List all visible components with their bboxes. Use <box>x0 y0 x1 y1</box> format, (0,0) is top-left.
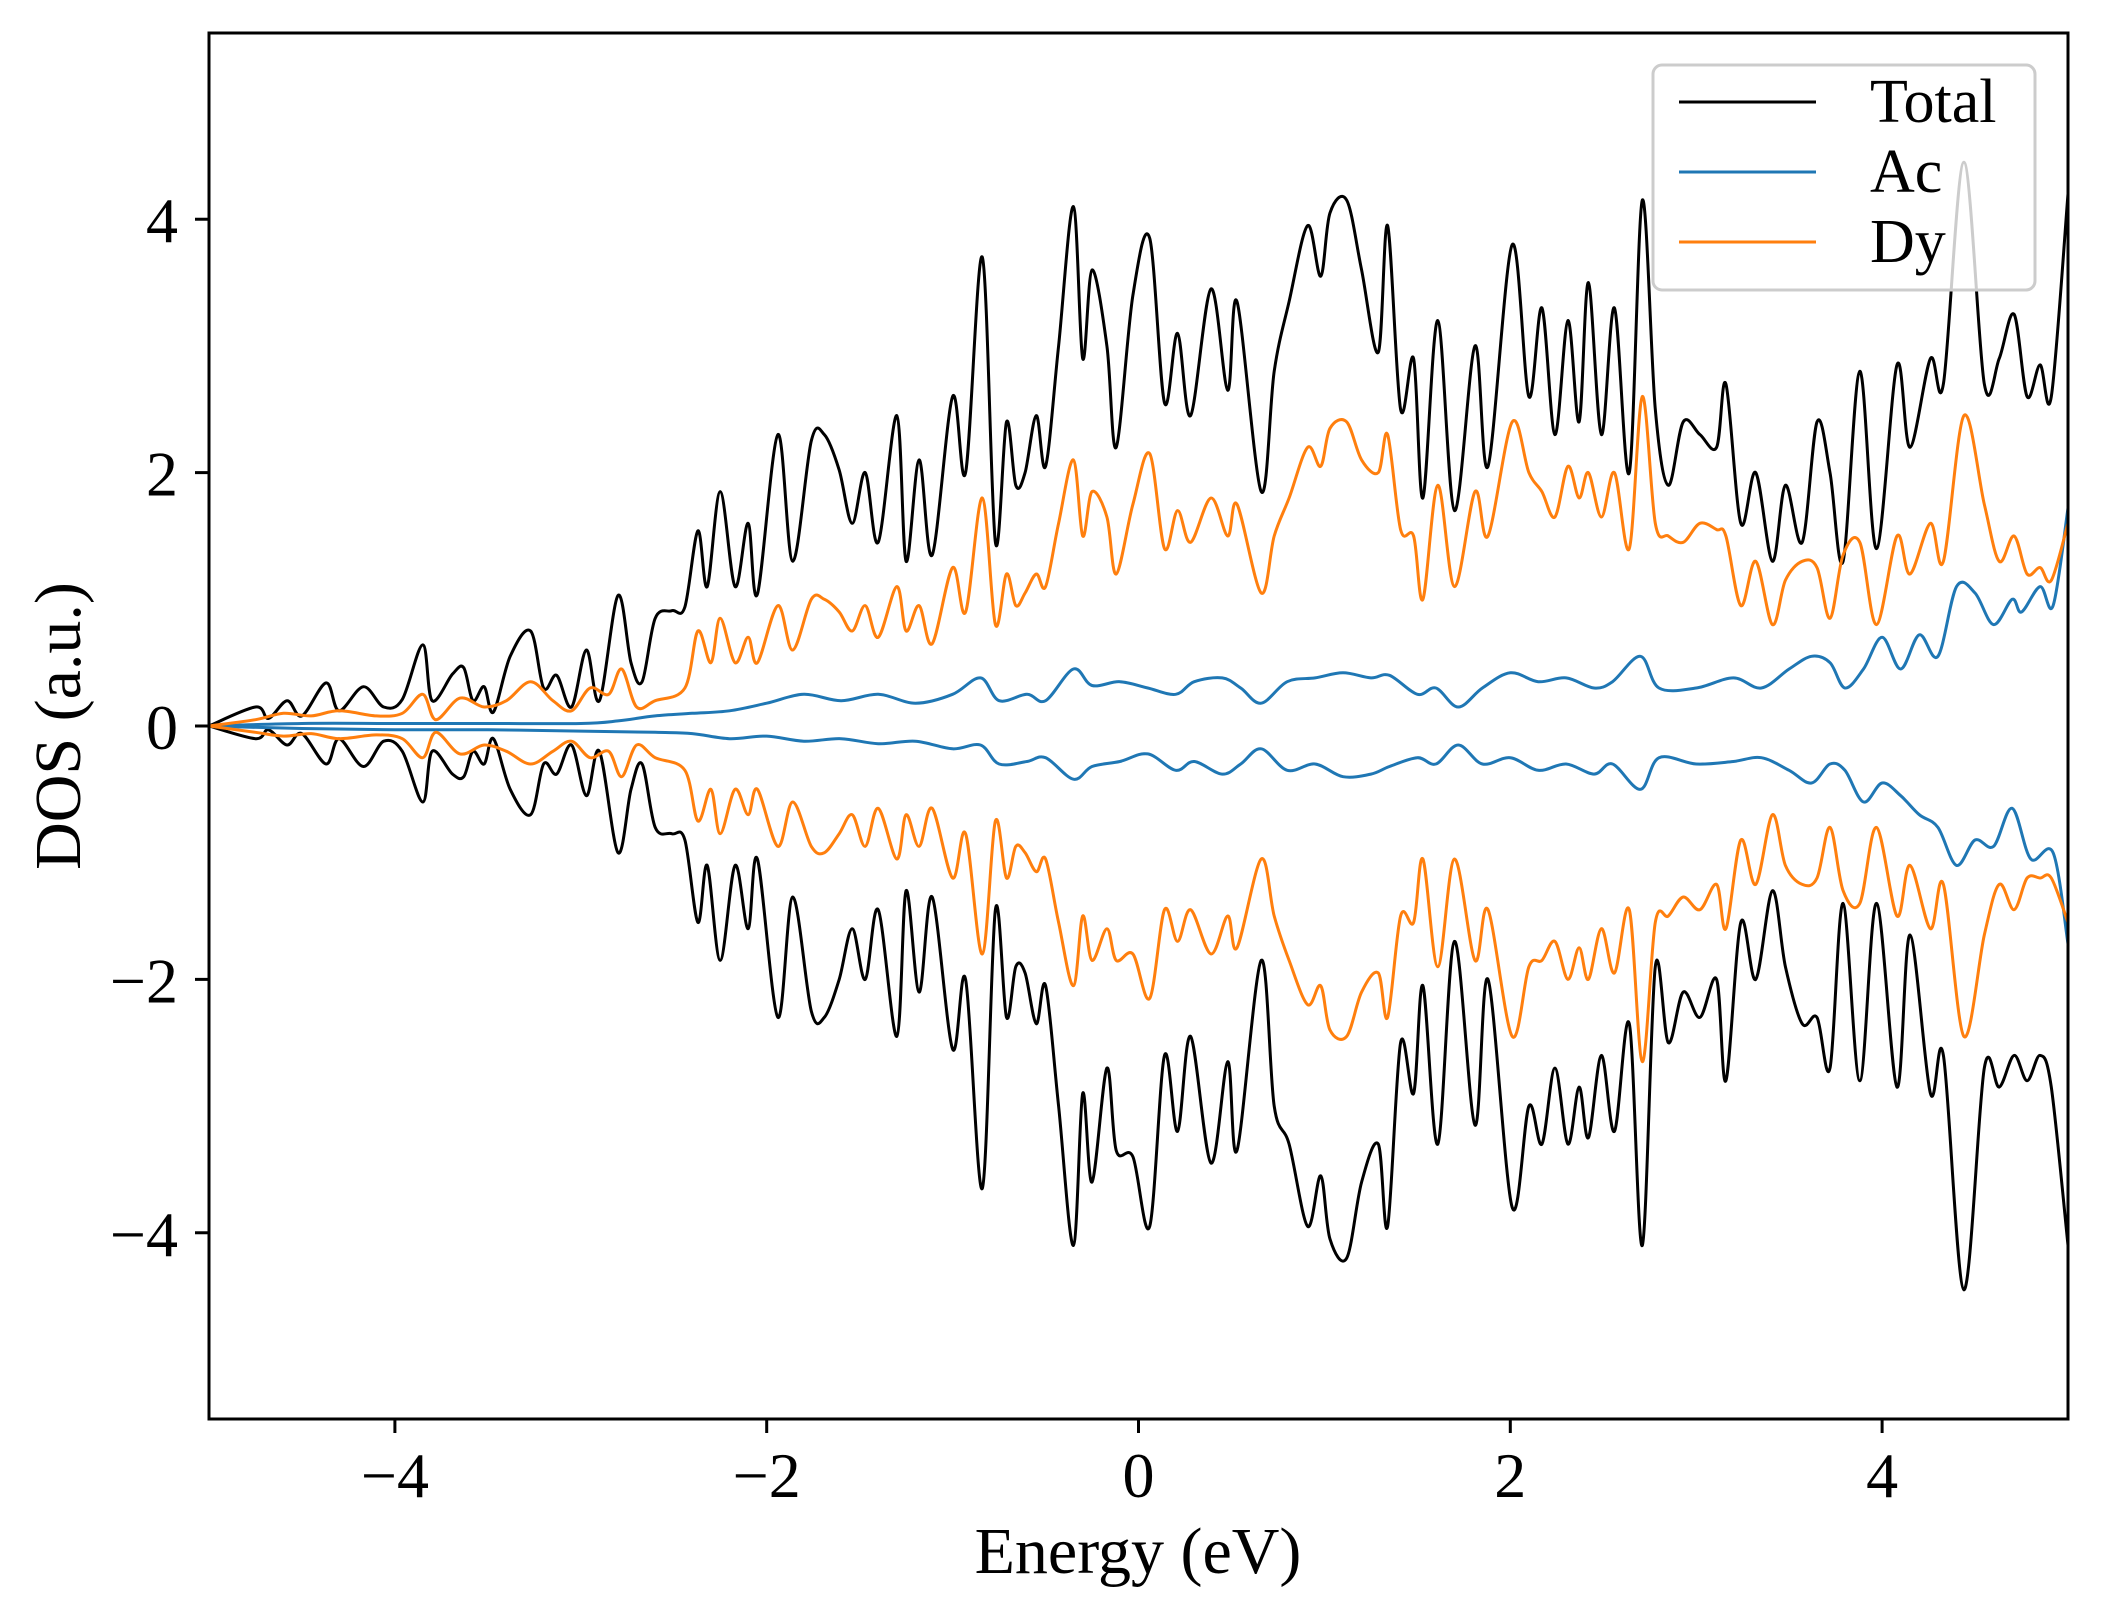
y-tick-label: −4 <box>110 1199 178 1270</box>
legend-label-ac: Ac <box>1870 138 1942 206</box>
series-line-dy-down <box>209 724 2068 1064</box>
series-line-ac-down <box>209 724 2068 945</box>
x-tick-label: 2 <box>1494 1440 1526 1511</box>
series-line-total-down <box>209 724 2068 1292</box>
series-line-total-up <box>209 160 2068 728</box>
series-line-dy-up <box>209 395 2068 728</box>
y-axis-label: DOS (a.u.) <box>22 582 95 870</box>
x-tick-label: 4 <box>1866 1440 1898 1511</box>
series-line-ac-up <box>209 507 2068 728</box>
x-tick-label: −2 <box>733 1440 801 1511</box>
x-tick-label: 0 <box>1123 1440 1155 1511</box>
legend-box <box>1651 63 2037 292</box>
series-layer <box>209 160 2068 1292</box>
x-tick-label: −4 <box>361 1440 429 1511</box>
y-tick-label: 2 <box>146 439 178 510</box>
y-tick-label: 4 <box>146 185 178 256</box>
y-tick-label: 0 <box>146 692 178 763</box>
x-axis-label: Energy (eV) <box>975 1515 1302 1588</box>
x-axis: −4 −2 0 2 4 <box>361 1419 1898 1511</box>
y-tick-label: −2 <box>110 945 178 1016</box>
legend-label-total: Total <box>1870 68 1997 136</box>
legend-label-dy: Dy <box>1870 208 1946 276</box>
legend: Total Ac Dy <box>1651 63 2037 292</box>
y-axis: −4 −2 0 2 4 <box>110 185 209 1270</box>
